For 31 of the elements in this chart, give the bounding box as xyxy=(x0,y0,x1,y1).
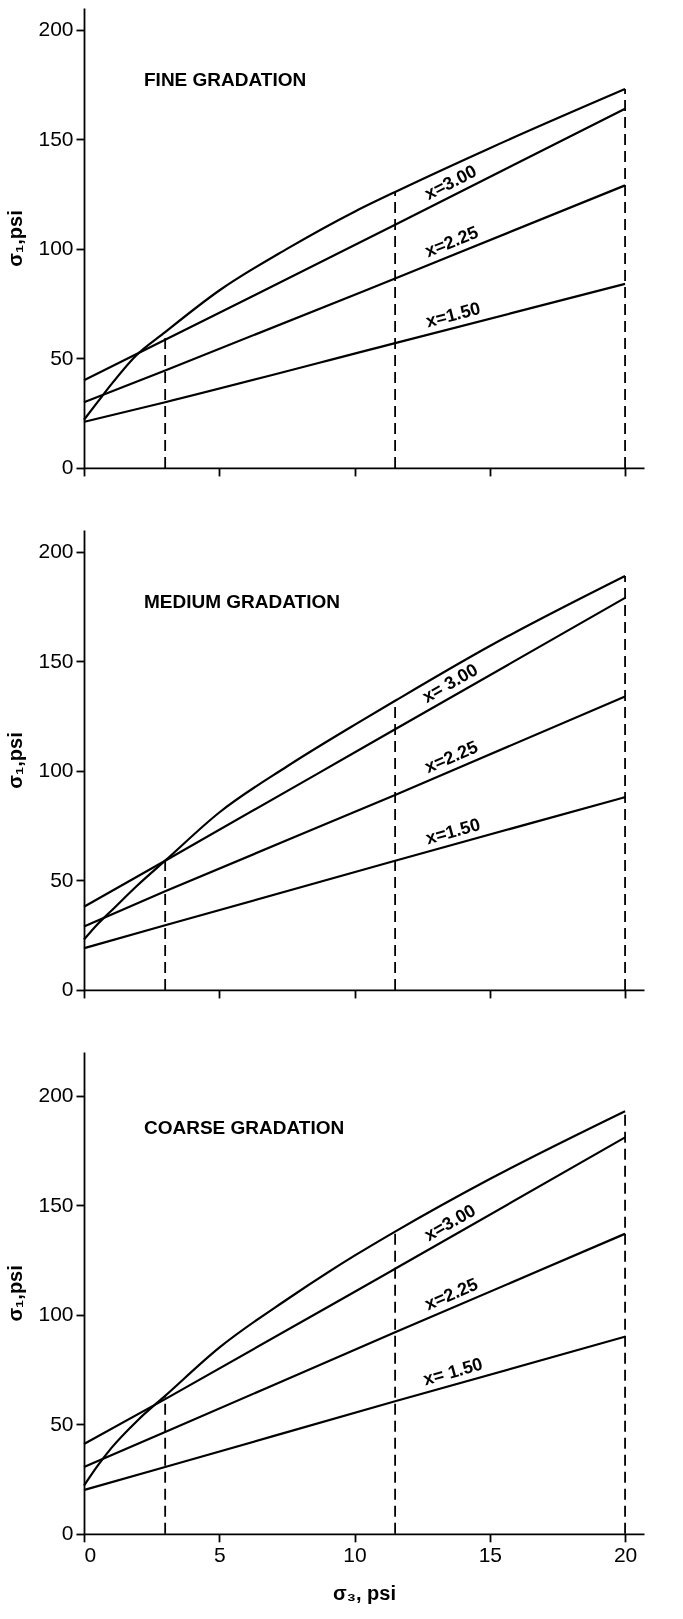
y-tick-label: 200 xyxy=(38,1083,74,1107)
x-tick-label: 0 xyxy=(84,1543,97,1567)
y-axis-title: σ₁,psi xyxy=(4,210,27,267)
y-tick-label: 100 xyxy=(38,758,74,782)
y-tick-label: 50 xyxy=(50,867,74,891)
x-axis-title: σ₃, psi xyxy=(333,1582,396,1605)
text: x=1.50 xyxy=(423,298,483,332)
x-tick-label: 5 xyxy=(213,1543,226,1567)
x-tick-label: 10 xyxy=(343,1543,367,1567)
text: COARSE GRADATION xyxy=(144,1116,345,1138)
y-tick-label: 150 xyxy=(38,648,74,672)
text: x= 3.00 xyxy=(418,659,482,707)
y-tick-label: 0 xyxy=(61,977,74,1001)
y-axis-title: σ₁,psi xyxy=(4,732,27,789)
y-tick-label: 100 xyxy=(38,236,74,260)
text: MEDIUM GRADATION xyxy=(144,591,340,613)
y-tick-label: 0 xyxy=(61,1521,74,1545)
x-tick-label: 20 xyxy=(613,1543,638,1567)
x-tick-label: 15 xyxy=(478,1543,502,1567)
y-tick-label: 100 xyxy=(38,1302,74,1326)
y-tick-label: 50 xyxy=(50,1411,74,1435)
y-tick-label: 200 xyxy=(38,539,74,563)
y-tick-label: 50 xyxy=(50,345,74,369)
y-tick-label: 200 xyxy=(38,17,74,41)
text: x=1.50 xyxy=(423,814,483,849)
y-tick-label: 0 xyxy=(61,455,74,479)
y-tick-label: 150 xyxy=(38,1192,74,1216)
y-axis-title: σ₁,psi xyxy=(4,1265,27,1322)
y-tick-label: 150 xyxy=(38,126,74,150)
text: FINE GRADATION xyxy=(144,69,307,91)
text: x= 1.50 xyxy=(421,1353,485,1390)
